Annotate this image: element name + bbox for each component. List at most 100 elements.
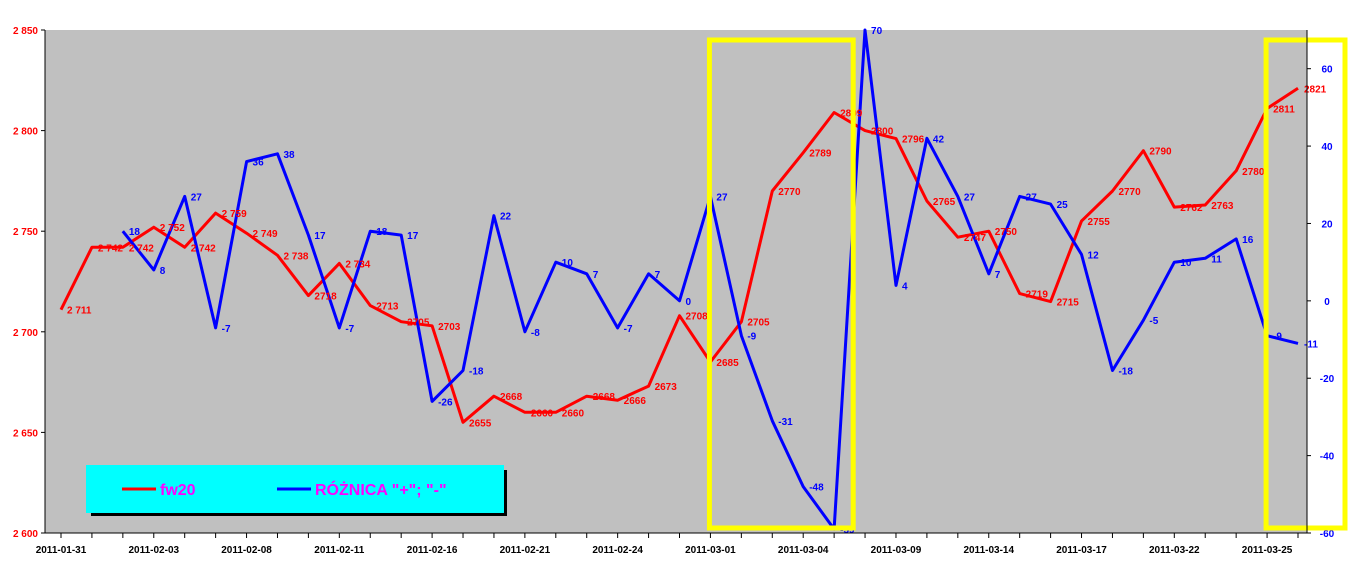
data-label-roznica: -5 [1149, 316, 1158, 327]
y-right-tick-label: 60 [1321, 65, 1333, 76]
data-label-roznica: -7 [345, 324, 354, 335]
x-tick-label: 2011-02-11 [314, 545, 364, 556]
data-label-fw20: 2705 [747, 318, 770, 329]
data-label-fw20: 2 734 [345, 259, 370, 270]
y-right-tick-label: 0 [1324, 297, 1330, 308]
data-label-roznica: 7 [995, 270, 1001, 281]
data-label-roznica: 36 [253, 158, 265, 169]
data-label-roznica: 70 [871, 26, 883, 37]
data-label-fw20: 2 749 [253, 229, 278, 240]
y-left-tick-label: 2 700 [13, 328, 38, 339]
x-tick-label: 2011-03-09 [871, 545, 922, 556]
data-label-fw20: 2713 [376, 302, 399, 313]
data-label-roznica: 10 [562, 258, 574, 269]
data-label-roznica: 7 [655, 270, 661, 281]
y-left-tick-label: 2 850 [13, 26, 38, 37]
data-label-roznica: -31 [778, 417, 793, 428]
data-label-roznica: 8 [160, 266, 166, 277]
data-labels: 2 711 2 742 2 742 2 752 2 742 2 759 2 749 2 738… [67, 26, 1327, 536]
data-label-fw20: 2668 [593, 392, 616, 403]
data-label-fw20: 2800 [871, 127, 894, 138]
y-right-tick-label: 40 [1321, 142, 1333, 153]
data-label-roznica: 4 [902, 281, 908, 292]
data-label-roznica: -48 [809, 483, 824, 494]
data-label-fw20: 2790 [1149, 147, 1172, 158]
data-label-fw20: 2 742 [98, 243, 123, 254]
x-tick-label: 2011-02-16 [407, 545, 458, 556]
data-label-roznica: -18 [1118, 366, 1133, 377]
y-left-tick-label: 2 750 [13, 227, 38, 238]
y-right-tick-label: -20 [1320, 374, 1335, 385]
data-label-roznica: 0 [686, 297, 692, 308]
x-tick-label: 2011-03-17 [1056, 545, 1107, 556]
data-label-fw20: 2811 [1273, 104, 1295, 115]
x-tick-label: 2011-01-31 [36, 545, 87, 556]
highlight-box [1263, 37, 1348, 531]
data-label-roznica: 10 [1180, 258, 1192, 269]
data-label-fw20: 2763 [1211, 201, 1234, 212]
highlight-boxes [706, 37, 1348, 531]
x-tick-label: 2011-02-24 [592, 545, 643, 556]
data-label-fw20: 2655 [469, 418, 492, 429]
data-label-roznica: 27 [1026, 192, 1038, 203]
data-label-fw20: 2780 [1242, 167, 1265, 178]
x-tick-label: 2011-03-14 [963, 545, 1014, 556]
data-label-fw20: 2796 [902, 135, 925, 146]
data-label-fw20: 2668 [500, 392, 523, 403]
legend-label-roznica: RÓŻNICA "+"; "-" [315, 480, 447, 499]
data-label-roznica: 11 [1211, 254, 1222, 265]
data-label-roznica: 27 [716, 192, 728, 203]
legend: fw20 RÓŻNICA "+"; "-" [86, 465, 507, 516]
data-label-roznica: 18 [129, 227, 141, 238]
data-label-roznica: 17 [314, 231, 326, 242]
y-right-tick-label: -40 [1320, 452, 1335, 463]
x-tick-label: 2011-03-22 [1149, 545, 1200, 556]
data-label-fw20: 2 711 [67, 306, 92, 317]
x-tick-label: 2011-02-08 [221, 545, 272, 556]
data-label-roznica: 17 [407, 231, 419, 242]
data-label-fw20: 2715 [1057, 298, 1080, 309]
data-label-roznica: 18 [376, 227, 388, 238]
y-left-tick-label: 2 600 [13, 529, 38, 540]
y-axis-left: 2 600 2 650 2 700 2 750 2 800 2 850 [13, 26, 45, 540]
x-tick-label: 2011-03-04 [778, 545, 829, 556]
data-label-fw20: 2821 [1304, 84, 1327, 95]
data-label-roznica: 12 [1088, 250, 1100, 261]
data-label-fw20: 2705 [407, 318, 430, 329]
y-right-tick-label: -60 [1320, 529, 1335, 540]
data-label-fw20: 2 759 [222, 209, 247, 220]
data-label-roznica: -9 [1273, 332, 1282, 343]
x-tick-label: 2011-03-25 [1242, 545, 1293, 556]
data-label-fw20: 2 742 [129, 243, 154, 254]
x-tick-label: 2011-02-21 [500, 545, 551, 556]
data-label-fw20: 2660 [531, 408, 554, 419]
data-label-fw20: 2673 [655, 382, 678, 393]
data-label-roznica: 27 [964, 192, 976, 203]
data-label-roznica: 25 [1057, 200, 1069, 211]
x-axis: 2011-01-31 2011-02-03 2011-02-08 2011-02-11… [36, 533, 1299, 556]
data-label-fw20: 2770 [1118, 187, 1141, 198]
data-label-roznica: 27 [191, 192, 203, 203]
data-label-fw20: 2660 [562, 408, 585, 419]
data-label-roznica: -9 [747, 332, 756, 343]
data-label-fw20: 2755 [1088, 217, 1111, 228]
data-label-fw20: 2 752 [160, 223, 185, 234]
highlight-box [706, 37, 856, 531]
data-label-roznica: -11 [1304, 339, 1318, 350]
data-label-fw20: 2765 [933, 197, 956, 208]
data-label-roznica: 22 [500, 212, 512, 223]
y-left-tick-label: 2 650 [13, 428, 38, 439]
data-label-fw20: 2666 [624, 396, 647, 407]
data-label-roznica: -18 [469, 366, 484, 377]
data-label-fw20: 2685 [716, 358, 739, 369]
y-right-tick-label: 20 [1321, 219, 1333, 230]
data-label-fw20: 2762 [1180, 203, 1203, 214]
x-tick-label: 2011-02-03 [128, 545, 179, 556]
data-label-fw20: 2747 [964, 233, 987, 244]
data-label-fw20: 2 742 [191, 243, 216, 254]
data-label-roznica: -8 [531, 328, 540, 339]
series-line-fw20 [59, 87, 1299, 424]
data-label-roznica: 16 [1242, 235, 1254, 246]
data-label-roznica: -7 [624, 324, 633, 335]
